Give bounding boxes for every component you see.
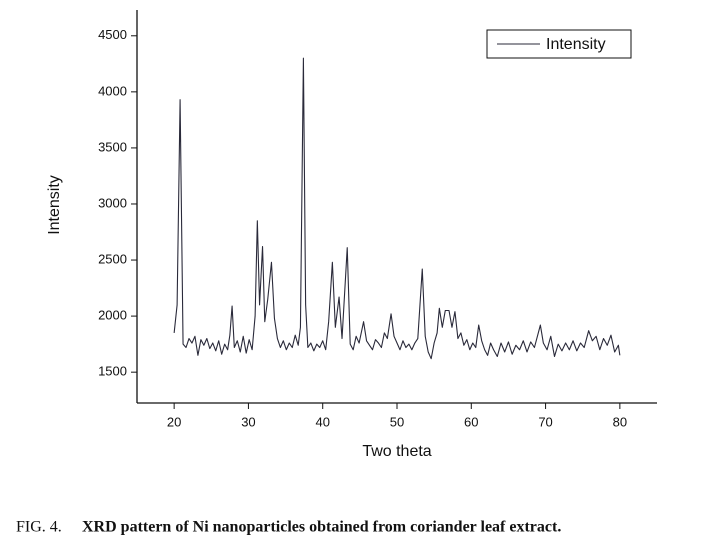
- y-tick-label: 4500: [98, 27, 127, 42]
- y-tick-label: 4000: [98, 83, 127, 98]
- y-tick-label: 2000: [98, 308, 127, 323]
- x-tick-label: 50: [390, 414, 404, 429]
- legend-label: Intensity: [546, 36, 606, 53]
- x-tick-label: 70: [538, 414, 552, 429]
- y-tick-label: 1500: [98, 364, 127, 379]
- y-tick-label: 3500: [98, 139, 127, 154]
- y-tick-label: 3000: [98, 195, 127, 210]
- x-tick-label: 80: [613, 414, 627, 429]
- caption-label: FIG. 4.: [16, 519, 62, 536]
- y-tick-label: 2500: [98, 251, 127, 266]
- x-tick-label: 60: [464, 414, 478, 429]
- y-axis-label: Intensity: [46, 175, 63, 235]
- x-tick-label: 20: [167, 414, 181, 429]
- x-tick-label: 30: [241, 414, 255, 429]
- line-series: [173, 57, 621, 360]
- x-tick-label: 40: [315, 414, 329, 429]
- x-axis-label: Two theta: [362, 443, 431, 460]
- caption: XRD pattern of Ni nanoparticles obtained…: [82, 519, 561, 536]
